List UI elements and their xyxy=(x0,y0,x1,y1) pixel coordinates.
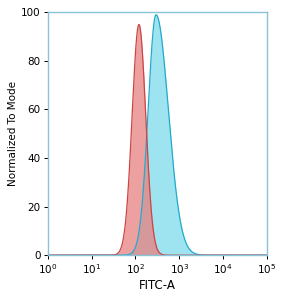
X-axis label: FITC-A: FITC-A xyxy=(139,279,176,292)
Y-axis label: Normalized To Mode: Normalized To Mode xyxy=(8,81,18,186)
